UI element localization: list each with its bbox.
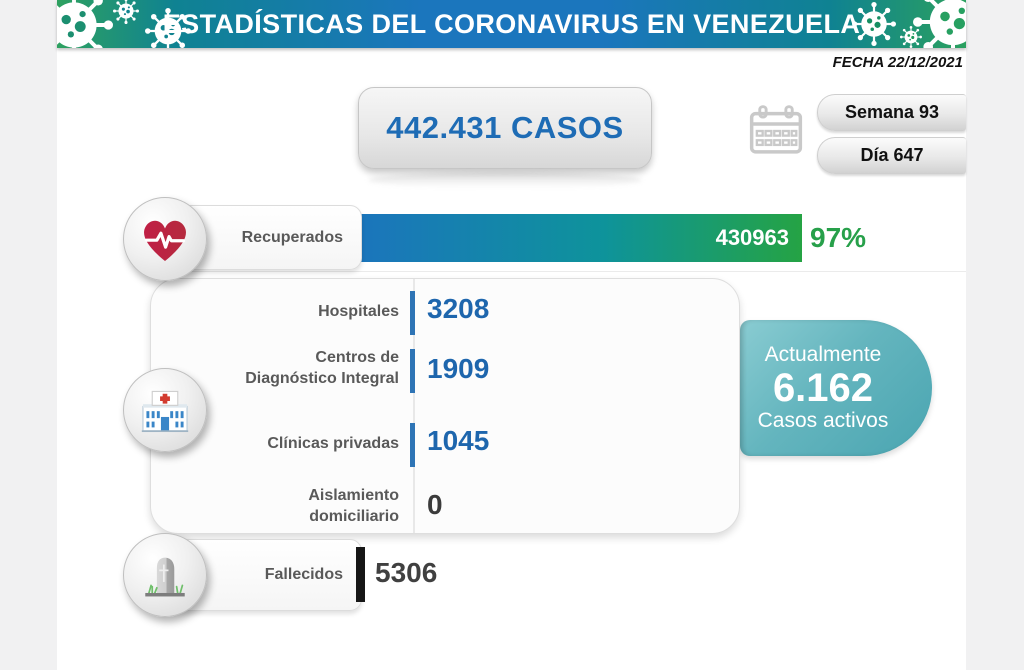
active-cases-value: 6.162 <box>772 366 874 410</box>
total-cases-box: 442.431 CASOS <box>358 87 652 169</box>
tombstone-glyph <box>145 557 185 597</box>
facility-tick <box>410 349 415 393</box>
facility-value: 3208 <box>427 293 490 324</box>
heart-pulse-icon <box>123 197 207 281</box>
total-cases-value: 442.431 CASOS <box>386 110 624 145</box>
facility-label-line2: domiciliario <box>309 508 399 525</box>
hospital-icon <box>123 368 207 452</box>
deceased-value: 5306 <box>375 557 438 588</box>
infographic-slide: ESTADÍSTICAS DEL CORONAVIRUS EN VENEZUEL… <box>57 0 966 670</box>
facility-tick <box>410 291 415 335</box>
recovered-percent: 97% <box>810 222 867 253</box>
total-cases-reflection <box>368 172 642 188</box>
header-banner: ESTADÍSTICAS DEL CORONAVIRUS EN VENEZUEL… <box>57 0 966 48</box>
facility-label-line2: Diagnóstico Integral <box>245 370 399 387</box>
week-badge: Semana 93 <box>817 94 966 131</box>
facility-label: Clínicas privadas <box>267 435 399 452</box>
page-title: ESTADÍSTICAS DEL CORONAVIRUS EN VENEZUEL… <box>162 9 861 39</box>
active-cases-box: Actualmente 6.162 Casos activos <box>740 320 932 456</box>
active-cases-panel: Hospitales 3208 Centros de Diagnóstico I… <box>150 278 740 534</box>
facility-tick <box>410 423 415 467</box>
heart-pulse-glyph <box>144 220 186 262</box>
tombstone-icon <box>123 533 207 617</box>
facility-label: Hospitales <box>318 303 399 320</box>
facility-value: 1909 <box>427 353 490 384</box>
facility-value: 1045 <box>427 425 490 456</box>
active-cases-caption: Casos activos <box>757 409 889 432</box>
hospital-glyph <box>141 390 189 433</box>
day-badge: Día 647 <box>817 137 966 174</box>
deceased-label: Fallecidos <box>264 566 343 583</box>
active-cases-heading: Actualmente <box>764 343 882 366</box>
panel-divider <box>413 279 415 533</box>
report-date: FECHA 22/12/2021 <box>832 54 963 71</box>
facility-label: Centros de Diagnóstico Integral <box>151 347 399 389</box>
divider-line <box>150 271 966 272</box>
facility-value: 0 <box>427 489 443 520</box>
facility-label-line1: Aislamiento <box>308 487 399 504</box>
recovered-progress-bar: 430963 <box>360 214 802 262</box>
deceased-tick <box>356 547 365 602</box>
recovered-value: 430963 <box>715 225 789 250</box>
facility-label-line1: Centros de <box>315 349 399 366</box>
calendar-icon <box>749 105 803 154</box>
recovered-label: Recuperados <box>241 228 343 246</box>
facility-label: Aislamiento domiciliario <box>151 485 399 527</box>
